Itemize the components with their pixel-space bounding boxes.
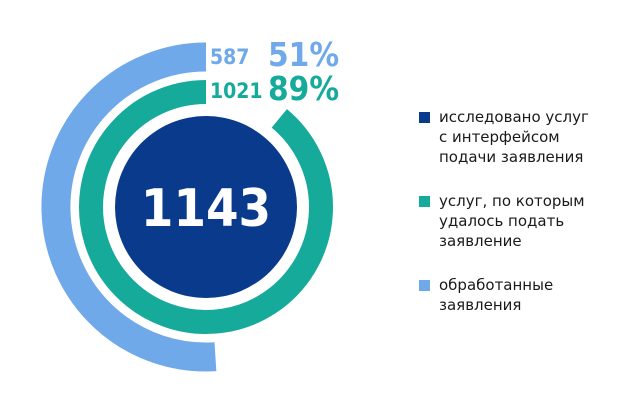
radial-bar-chart: 1143 587 51% 1021 89%: [41, 35, 339, 372]
legend-label: исследовано услуг с интерфейсом подачи з…: [439, 108, 589, 166]
legend-item-services-studied: исследовано услуг с интерфейсом подачи з…: [419, 107, 619, 167]
legend-item-services-submitted: услуг, по которым удалось подать заявлен…: [419, 191, 619, 251]
arc-processed-applications: [41, 42, 217, 372]
submitted-percent-label: 89%: [268, 69, 339, 108]
processed-percent-label: 51%: [268, 35, 339, 74]
arc-services-submitted: [79, 80, 333, 334]
center-disc: [115, 116, 297, 298]
legend-swatch-dark-blue: [419, 112, 430, 123]
legend-swatch-teal: [419, 196, 430, 207]
chart-legend: исследовано услуг с интерфейсом подачи з…: [419, 107, 619, 339]
legend-label: услуг, по которым удалось подать заявлен…: [439, 192, 585, 250]
processed-count-label: 587: [210, 45, 249, 69]
legend-swatch-light-blue: [419, 280, 430, 291]
legend-label: обработанные заявления: [439, 276, 554, 314]
center-value: 1143: [141, 179, 271, 239]
legend-item-processed-applications: обработанные заявления: [419, 275, 619, 315]
submitted-count-label: 1021: [210, 79, 263, 103]
